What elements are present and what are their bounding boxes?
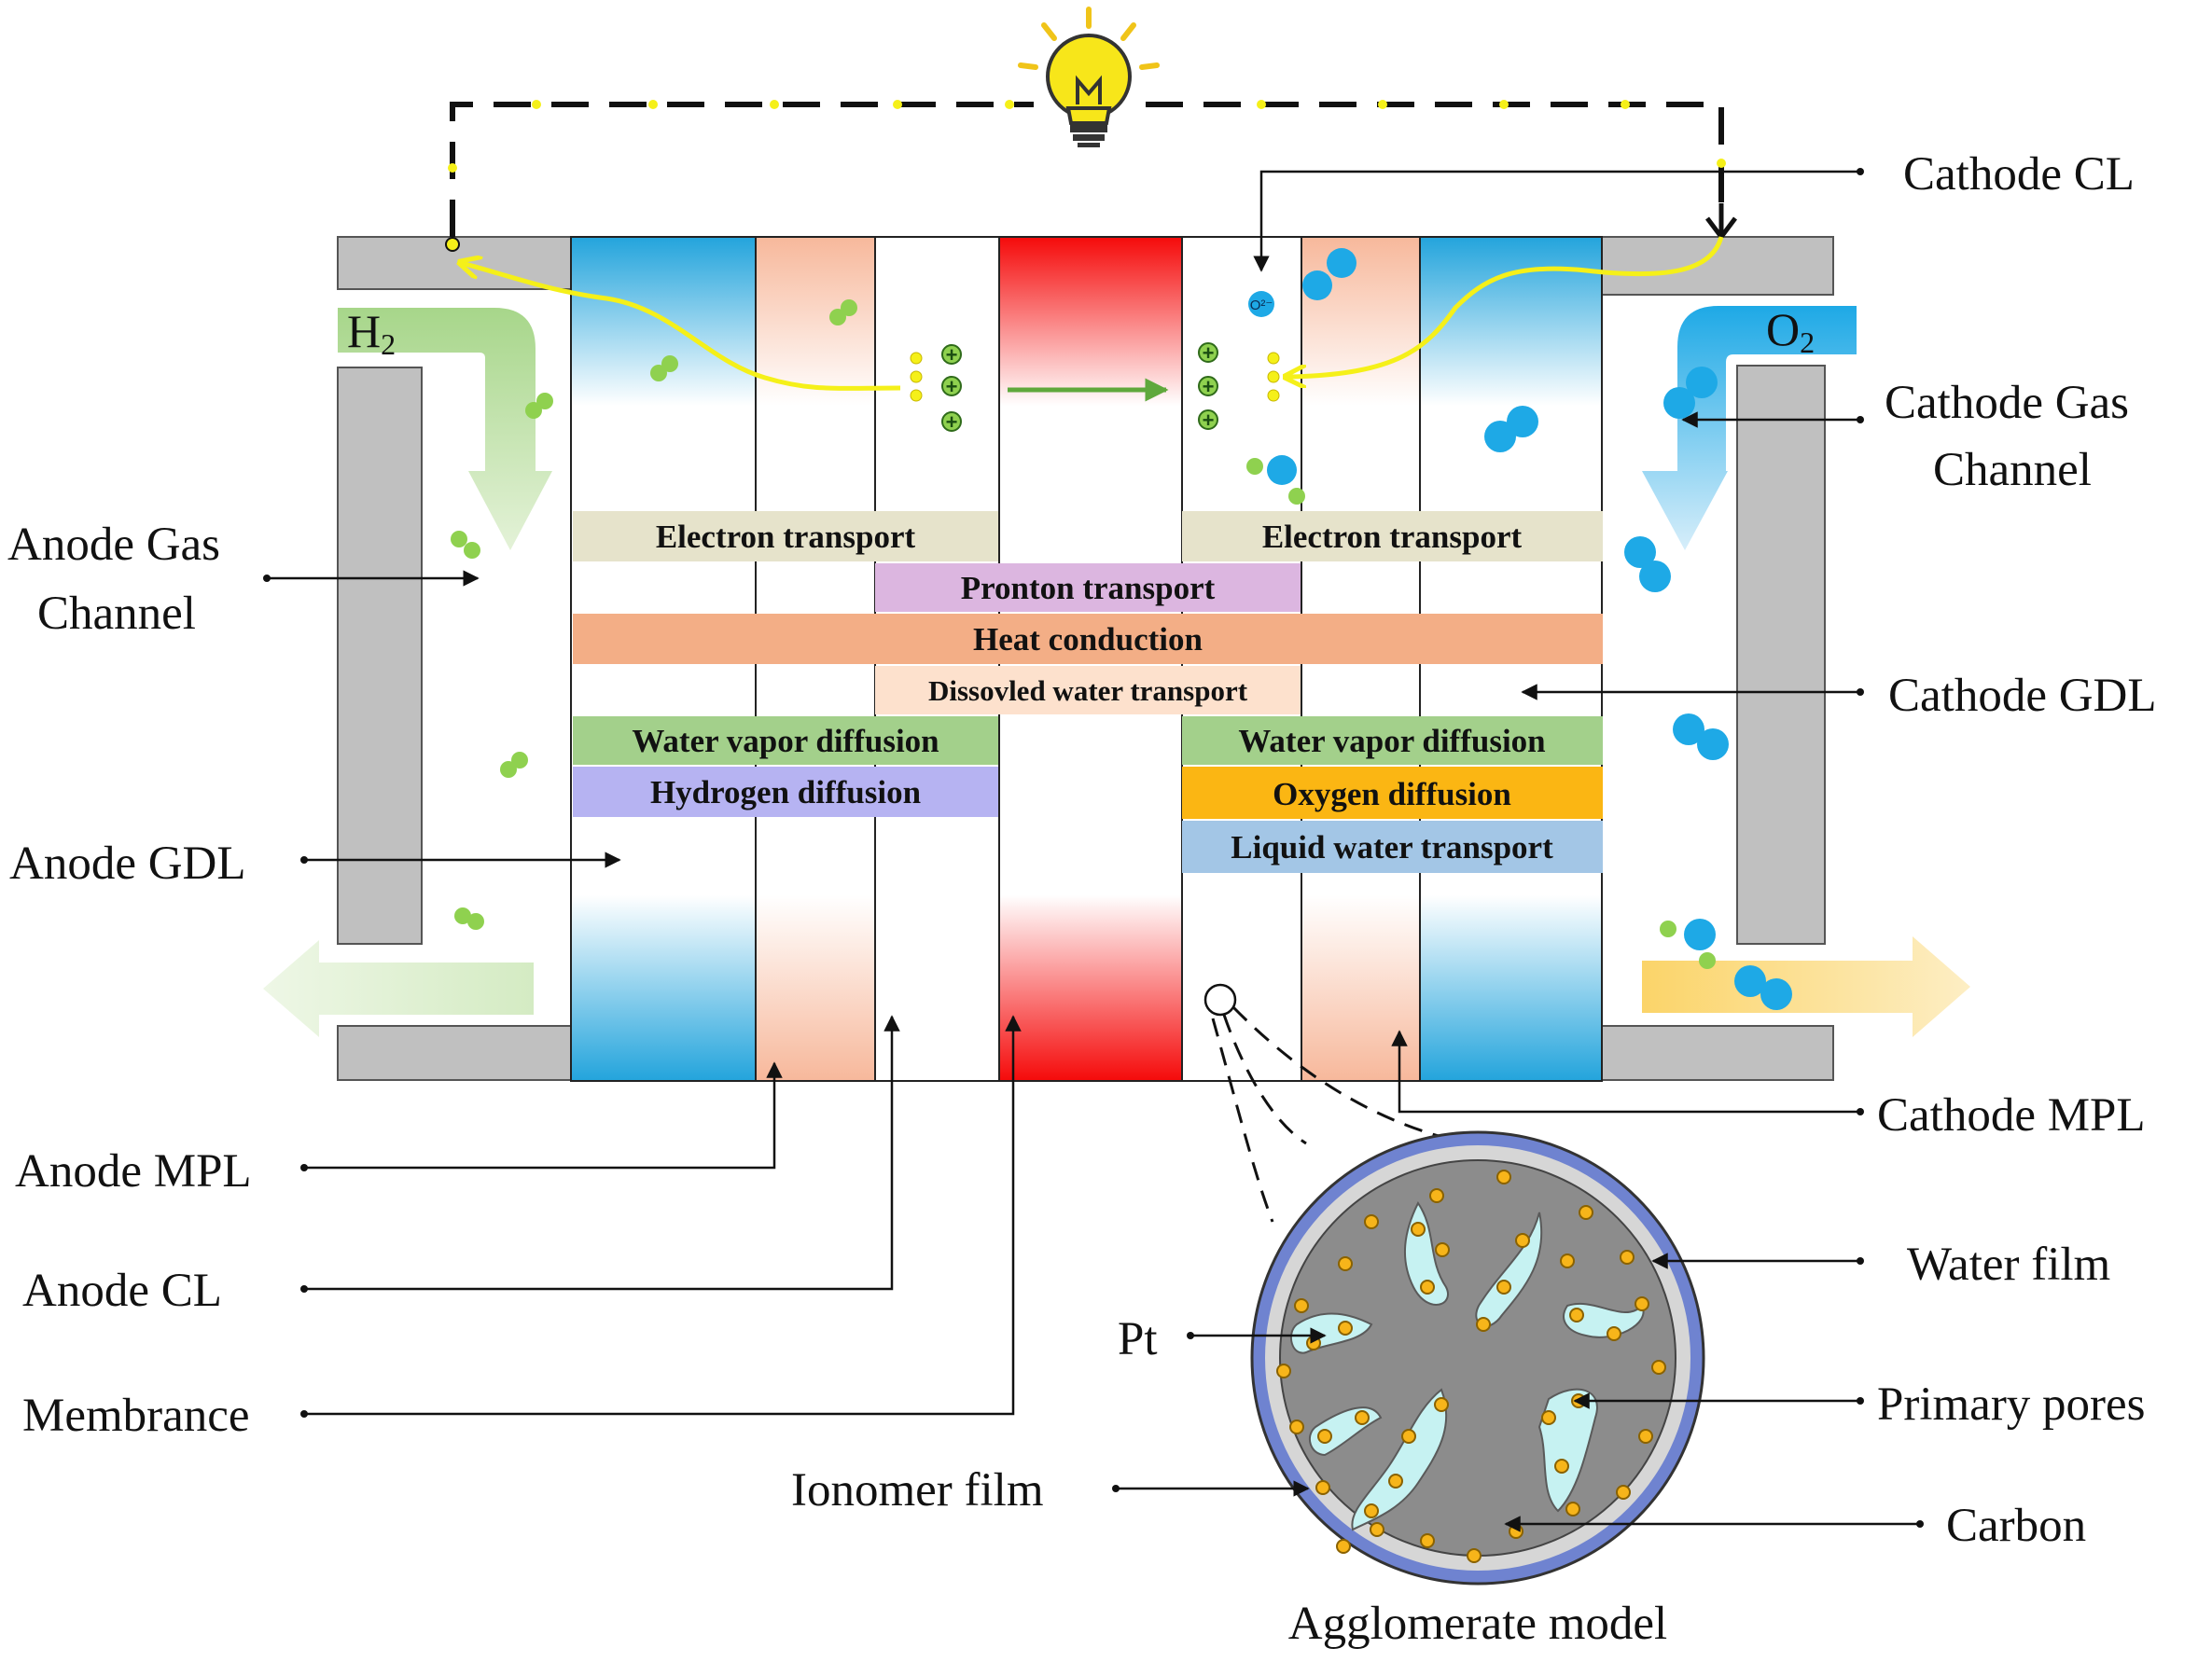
label-anode-gdl: Anode GDL — [9, 838, 246, 890]
label-anode-gas-channel-2: Channel — [37, 588, 196, 640]
band-electron-transport-right: Electron transport — [1262, 519, 1523, 555]
h2-label: H — [347, 305, 381, 357]
agglomerate-model-label: Agglomerate model — [1288, 1598, 1667, 1650]
light-bulb-icon — [1018, 7, 1160, 147]
band-liquid-water: Liquid water transport — [1231, 829, 1553, 866]
svg-text:+: + — [1203, 375, 1215, 398]
electron-dots — [910, 352, 1280, 402]
labels: Cathode CL Cathode Gas Channel Cathode G… — [7, 148, 2157, 1552]
hydrogen-molecules — [451, 299, 1716, 969]
label-anode-mpl: Anode MPL — [15, 1145, 252, 1198]
protons-anode: + + + — [941, 343, 962, 434]
oxygen-ion: O²⁻ — [1248, 291, 1274, 317]
band-electron-transport-left: Electron transport — [656, 519, 916, 555]
band-oxygen-diffusion: Oxygen diffusion — [1273, 776, 1511, 812]
band-proton-transport: Pronton transport — [961, 570, 1216, 606]
agglomerate-model: Agglomerate model — [1203, 983, 1705, 1650]
svg-text:+: + — [1203, 409, 1215, 432]
h2-inlet-arrow: H2 — [338, 305, 552, 550]
electron-path-cathode — [1287, 236, 1724, 377]
label-anode-gas-channel-1: Anode Gas — [7, 519, 220, 571]
oxygen-molecules — [1267, 248, 1792, 1010]
transport-bands: Electron transport Electron transport Pr… — [573, 511, 1603, 873]
label-pt: Pt — [1118, 1313, 1158, 1365]
o2-label: O — [1766, 303, 1800, 355]
svg-text:+: + — [946, 375, 958, 398]
svg-text:+: + — [1203, 341, 1215, 365]
label-cathode-gas-channel-1: Cathode Gas — [1885, 377, 2129, 429]
band-water-vapor-right: Water vapor diffusion — [1238, 723, 1545, 759]
label-cathode-gas-channel-2: Channel — [1933, 444, 2092, 496]
o2-inlet-arrow: O2 — [1642, 303, 1857, 550]
electron-path-anode — [445, 237, 901, 391]
label-cathode-gdl: Cathode GDL — [1888, 670, 2157, 722]
svg-text:+: + — [946, 410, 958, 434]
label-membrance: Membrance — [22, 1390, 250, 1442]
label-anode-cl: Anode CL — [22, 1265, 222, 1317]
protons-cathode: + + + — [1198, 341, 1218, 432]
band-hydrogen-diffusion: Hydrogen diffusion — [650, 774, 921, 810]
band-dissolved-water: Dissovled water transport — [928, 674, 1248, 707]
label-cathode-cl: Cathode CL — [1903, 148, 2135, 201]
label-primary-pores: Primary pores — [1877, 1378, 2146, 1431]
label-cathode-mpl: Cathode MPL — [1877, 1089, 2146, 1142]
leader-lines — [263, 168, 1924, 1532]
svg-text:+: + — [946, 343, 958, 367]
label-water-film: Water film — [1907, 1239, 2110, 1291]
band-heat-conduction: Heat conduction — [973, 621, 1203, 658]
anode-plate — [337, 236, 572, 1081]
svg-text:O2: O2 — [1766, 303, 1815, 359]
band-water-vapor-left: Water vapor diffusion — [632, 723, 939, 759]
label-carbon: Carbon — [1946, 1500, 2086, 1552]
o2-outlet-arrow — [1642, 936, 1970, 1037]
svg-text:H2: H2 — [347, 305, 396, 361]
label-ionomer-film: Ionomer film — [791, 1464, 1044, 1517]
svg-text:O²⁻: O²⁻ — [1250, 298, 1273, 313]
h2-outlet-arrow — [263, 940, 534, 1037]
